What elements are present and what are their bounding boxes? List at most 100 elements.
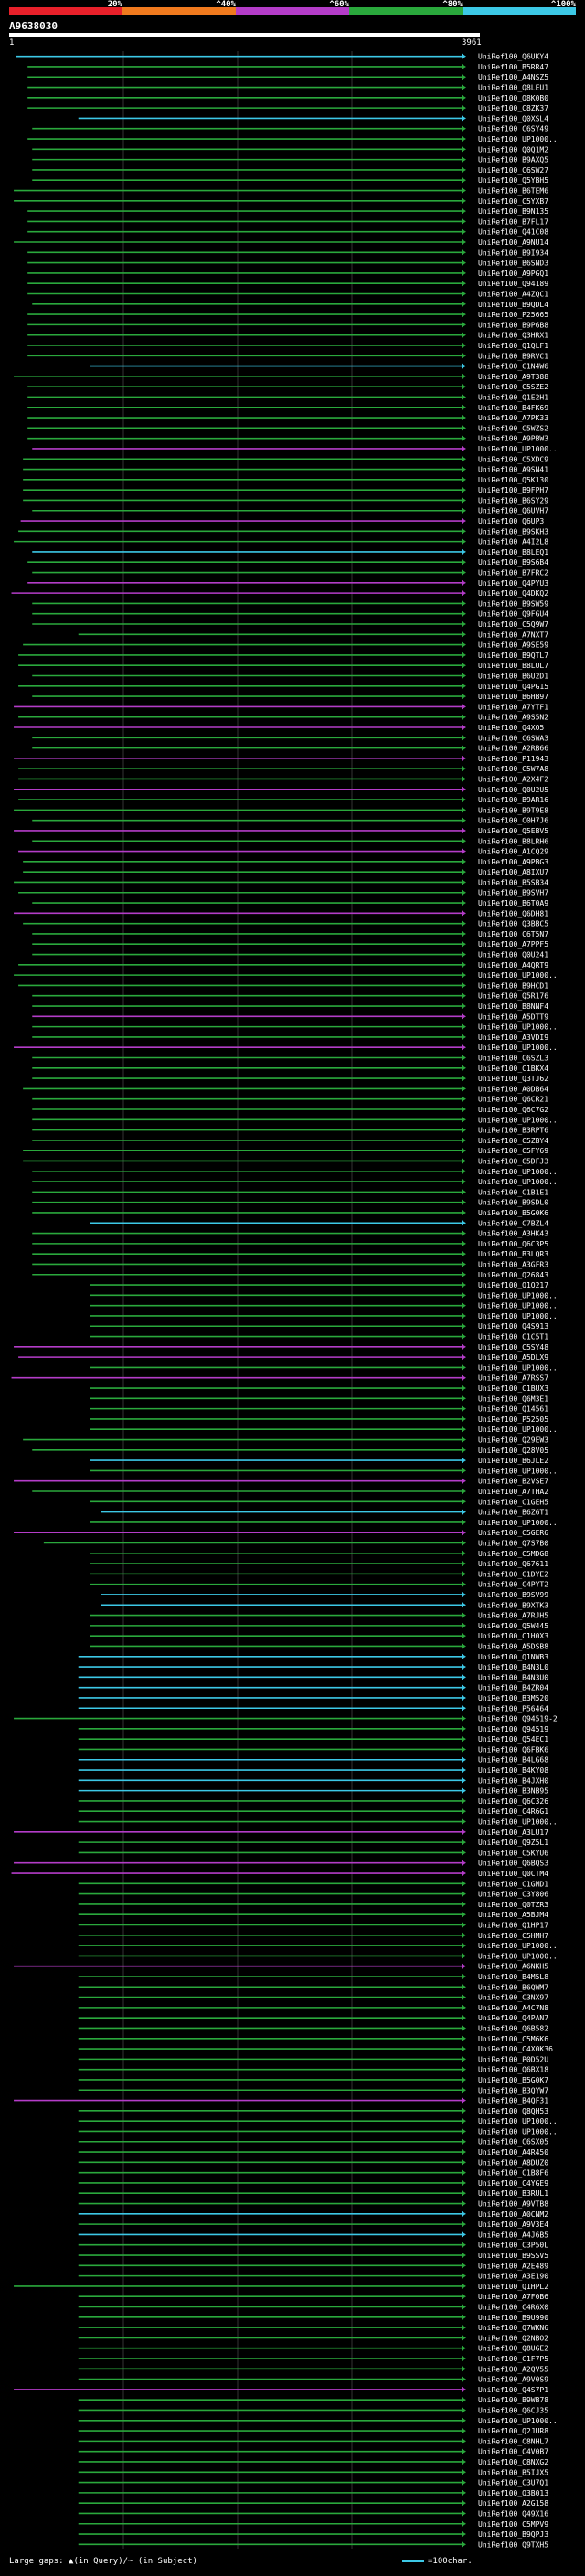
hit-label[interactable]: UniRef100_B9RVC1 <box>478 352 548 360</box>
hit-label[interactable]: UniRef100_A9PBG3 <box>478 858 548 866</box>
hit-label[interactable]: UniRef100_Q1HP17 <box>478 1922 548 1930</box>
hit-label[interactable]: UniRef100_C5XDC9 <box>478 455 548 463</box>
hit-label[interactable]: UniRef100_A9T388 <box>478 373 548 381</box>
hit-label[interactable]: UniRef100_A7F0B6 <box>478 2293 548 2301</box>
hit-label[interactable]: UniRef100_Q8QH53 <box>478 2107 548 2115</box>
hit-label[interactable]: UniRef100_B9HCD1 <box>478 981 548 990</box>
hit-label[interactable]: UniRef100_B5G0K6 <box>478 1209 548 1217</box>
hit-label[interactable]: UniRef100_C1GMD1 <box>478 1880 548 1888</box>
hit-label[interactable]: UniRef100_A7THA2 <box>478 1488 548 1496</box>
hit-label[interactable]: UniRef100_Q2JUR8 <box>478 2427 548 2435</box>
hit-label[interactable]: UniRef100_A9V0S9 <box>478 2376 548 2384</box>
hit-label[interactable]: UniRef100_P11943 <box>478 755 548 763</box>
hit-label[interactable]: UniRef100_Q9FGU4 <box>478 610 548 619</box>
hit-label[interactable]: UniRef100_B4N3L0 <box>478 1663 548 1671</box>
hit-label[interactable]: UniRef100_Q6C3P5 <box>478 1240 548 1248</box>
hit-label[interactable]: UniRef100_UP1000.. <box>478 1023 558 1032</box>
hit-label[interactable]: UniRef100_A9PGQ1 <box>478 270 548 278</box>
hit-label[interactable]: UniRef100_Q7WKN6 <box>478 2324 548 2332</box>
hit-label[interactable]: UniRef100_Q2NBO2 <box>478 2334 548 2342</box>
hit-label[interactable]: UniRef100_Q9Z5L1 <box>478 1839 548 1847</box>
hit-label[interactable]: UniRef100_C1BUX3 <box>478 1384 548 1393</box>
hit-label[interactable]: UniRef100_C4PYT2 <box>478 1581 548 1589</box>
hit-label[interactable]: UniRef100_Q5K130 <box>478 476 548 484</box>
hit-label[interactable]: UniRef100_B5G0K7 <box>478 2076 548 2084</box>
hit-label[interactable]: UniRef100_B8NNF4 <box>478 1002 548 1011</box>
hit-label[interactable]: UniRef100_Q1NWB3 <box>478 1653 548 1661</box>
hit-label[interactable]: UniRef100_A3VDI9 <box>478 1034 548 1042</box>
hit-label[interactable]: UniRef100_C6SZL3 <box>478 1055 548 1063</box>
hit-label[interactable]: UniRef100_B7FL17 <box>478 217 548 226</box>
hit-label[interactable]: UniRef100_C5W7A8 <box>478 765 548 773</box>
hit-label[interactable]: UniRef100_C8ZK37 <box>478 104 548 112</box>
hit-label[interactable]: UniRef100_Q0Q1M2 <box>478 145 548 154</box>
hit-label[interactable]: UniRef100_A7RSS7 <box>478 1374 548 1383</box>
hit-label[interactable]: UniRef100_B3M520 <box>478 1694 548 1702</box>
hit-label[interactable]: UniRef100_A4J6B5 <box>478 2231 548 2239</box>
hit-label[interactable]: UniRef100_Q0CTM4 <box>478 1870 548 1878</box>
hit-label[interactable]: UniRef100_B9AXQ5 <box>478 156 548 164</box>
hit-label[interactable]: UniRef100_Q6C7G2 <box>478 1106 548 1114</box>
hit-label[interactable]: UniRef100_C0H7J6 <box>478 817 548 825</box>
hit-label[interactable]: UniRef100_UP1000.. <box>478 1302 558 1310</box>
hit-label[interactable]: UniRef100_Q6CR21 <box>478 1096 548 1104</box>
hit-label[interactable]: UniRef100_A3E190 <box>478 2273 548 2281</box>
hit-label[interactable]: UniRef100_P25665 <box>478 311 548 319</box>
hit-label[interactable]: UniRef100_Q4PYU3 <box>478 579 548 588</box>
hit-label[interactable]: UniRef100_Q7S7B0 <box>478 1539 548 1547</box>
hit-label[interactable]: UniRef100_A9V3E4 <box>478 2221 548 2229</box>
hit-label[interactable]: UniRef100_UP1000.. <box>478 1363 558 1372</box>
hit-label[interactable]: UniRef100_UP1000.. <box>478 1952 558 1960</box>
hit-label[interactable]: UniRef100_B6SY29 <box>478 496 548 504</box>
hit-label[interactable]: UniRef100_B9SVH7 <box>478 889 548 897</box>
hit-label[interactable]: UniRef100_B7FRC2 <box>478 569 548 578</box>
hit-label[interactable]: UniRef100_C3U7Q1 <box>478 2479 548 2487</box>
hit-label[interactable]: UniRef100_B9WB78 <box>478 2396 548 2404</box>
hit-label[interactable]: UniRef100_A2RB66 <box>478 745 548 753</box>
hit-label[interactable]: UniRef100_A9PBW3 <box>478 435 548 443</box>
hit-label[interactable]: UniRef100_B4FK69 <box>478 404 548 412</box>
hit-label[interactable]: UniRef100_Q94189 <box>478 280 548 288</box>
hit-label[interactable]: UniRef100_A3HK43 <box>478 1230 548 1238</box>
hit-label[interactable]: UniRef100_B6SND3 <box>478 260 548 268</box>
hit-label[interactable]: UniRef100_B2VSE7 <box>478 1478 548 1486</box>
hit-label[interactable]: UniRef100_Q94519 <box>478 1725 548 1733</box>
hit-label[interactable]: UniRef100_Q4DKQ2 <box>478 589 548 598</box>
hit-label[interactable]: UniRef100_Q8LEU1 <box>478 84 548 92</box>
hit-label[interactable]: UniRef100_B9AR16 <box>478 796 548 804</box>
hit-label[interactable]: UniRef100_Q3B013 <box>478 2489 548 2497</box>
hit-label[interactable]: UniRef100_A2G158 <box>478 2499 548 2507</box>
hit-label[interactable]: UniRef100_C1H0X3 <box>478 1632 548 1640</box>
hit-label[interactable]: UniRef100_A0DB64 <box>478 1085 548 1093</box>
hit-label[interactable]: UniRef100_A8IXU7 <box>478 868 548 876</box>
hit-label[interactable]: UniRef100_A1CQ29 <box>478 848 548 856</box>
hit-label[interactable]: UniRef100_A5DTT9 <box>478 1012 548 1021</box>
hit-label[interactable]: UniRef100_A9SN41 <box>478 466 548 474</box>
hit-label[interactable]: UniRef100_B3NB95 <box>478 1787 548 1796</box>
hit-label[interactable]: UniRef100_UP1000.. <box>478 1291 558 1299</box>
hit-label[interactable]: UniRef100_Q4XO5 <box>478 724 544 732</box>
hit-label[interactable]: UniRef100_Q6BQS3 <box>478 1860 548 1868</box>
hit-label[interactable]: UniRef100_B4KY08 <box>478 1766 548 1775</box>
hit-label[interactable]: UniRef100_B9P6B8 <box>478 321 548 329</box>
hit-label[interactable]: UniRef100_Q5R176 <box>478 992 548 1001</box>
hit-label[interactable]: UniRef100_Q1QLF1 <box>478 342 548 350</box>
hit-label[interactable]: UniRef100_UP1000.. <box>478 1168 558 1176</box>
hit-label[interactable]: UniRef100_C6SY49 <box>478 125 548 133</box>
hit-label[interactable]: UniRef100_B5RR47 <box>478 63 548 71</box>
hit-label[interactable]: UniRef100_A7YTF1 <box>478 703 548 711</box>
hit-label[interactable]: UniRef100_Q49X16 <box>478 2509 548 2518</box>
hit-label[interactable]: UniRef100_A5DSB8 <box>478 1642 548 1650</box>
hit-label[interactable]: UniRef100_Q1HPL2 <box>478 2283 548 2291</box>
hit-label[interactable]: UniRef100_Q6UKY4 <box>478 53 548 61</box>
hit-label[interactable]: UniRef100_Q8UGE2 <box>478 2345 548 2353</box>
hit-label[interactable]: UniRef100_B9QPJ3 <box>478 2530 548 2539</box>
hit-label[interactable]: UniRef100_C5MPV9 <box>478 2520 548 2528</box>
hit-label[interactable]: UniRef100_B9SV99 <box>478 1591 548 1599</box>
hit-label[interactable]: UniRef100_Q41C08 <box>478 228 548 237</box>
hit-label[interactable]: UniRef100_UP1000.. <box>478 2417 558 2425</box>
hit-label[interactable]: UniRef100_C1F7P5 <box>478 2355 548 2363</box>
hit-label[interactable]: UniRef100_A9S5N2 <box>478 714 548 722</box>
hit-label[interactable]: UniRef100_B9XTK3 <box>478 1601 548 1609</box>
hit-label[interactable]: UniRef100_A4ZQC1 <box>478 290 548 298</box>
